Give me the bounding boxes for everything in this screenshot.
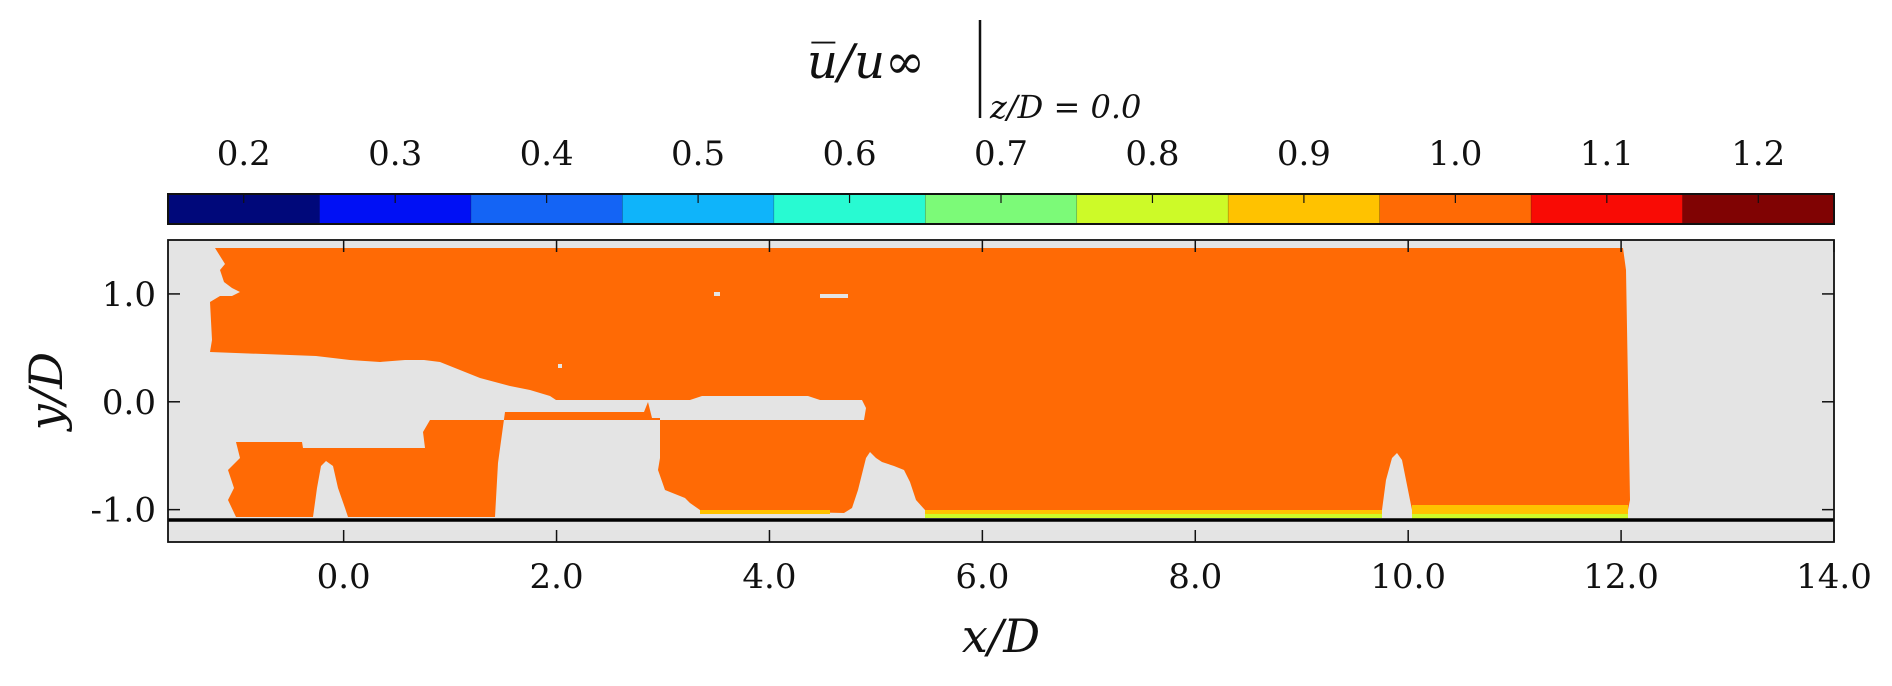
plot-area: 0.0 2.0 4.0 6.0 8.0 10.0 12.0 14.0 1.0 0.0 -1.0: [90, 239, 1872, 597]
colorbar-label: 0.9: [1277, 134, 1331, 174]
colorbar-label: 1.1: [1580, 134, 1634, 174]
x-tick-label: 8.0: [1168, 557, 1222, 597]
colorbar-label: 0.6: [823, 134, 877, 174]
x-axis-ticks: 0.0 2.0 4.0 6.0 8.0 10.0 12.0 14.0: [317, 240, 1872, 597]
x-tick-label: 10.0: [1370, 557, 1446, 597]
x-axis-label: x/D: [962, 609, 1040, 663]
colorbar: 0.2 0.3 0.4 0.5 0.6 0.7 0.8 0.9 1.0 1.1 1.2: [167, 134, 1835, 225]
x-tick-label: 2.0: [530, 557, 584, 597]
y-tick-label: -1.0: [90, 491, 156, 531]
chart-title: u̅/u∞ z/D = 0.0: [807, 20, 1141, 126]
y-axis-label: y/D: [19, 352, 73, 432]
colorbar-label: 0.8: [1125, 134, 1179, 174]
colorbar-label: 1.2: [1731, 134, 1785, 174]
colorbar-label: 0.3: [368, 134, 422, 174]
colorbar-label: 0.2: [217, 134, 271, 174]
colorbar-label: 0.5: [671, 134, 725, 174]
plot-frame: [167, 239, 1835, 543]
chart-title-text: u̅/u∞: [807, 34, 925, 90]
y-axis-ticks: 1.0 0.0 -1.0: [90, 275, 1834, 531]
y-tick-label: 0.0: [102, 383, 156, 423]
colorbar-label: 0.7: [974, 134, 1028, 174]
chart-title-subscript: z/D = 0.0: [989, 88, 1141, 126]
x-tick-label: 4.0: [742, 557, 796, 597]
field-region-dominant: [210, 248, 1630, 517]
field-region-near-wall-09: [700, 505, 1628, 514]
colorbar-swatches: [168, 194, 1835, 224]
colorbar-frame: [167, 193, 1835, 225]
colorbar-label: 1.0: [1428, 134, 1482, 174]
x-tick-label: 14.0: [1796, 557, 1872, 597]
y-tick-label: 1.0: [102, 275, 156, 315]
colorbar-label: 0.4: [520, 134, 574, 174]
x-tick-label: 12.0: [1583, 557, 1659, 597]
x-tick-label: 0.0: [317, 557, 371, 597]
colorbar-labels: 0.2 0.3 0.4 0.5 0.6 0.7 0.8 0.9 1.0 1.1 1.2: [217, 134, 1786, 174]
x-tick-label: 6.0: [955, 557, 1009, 597]
